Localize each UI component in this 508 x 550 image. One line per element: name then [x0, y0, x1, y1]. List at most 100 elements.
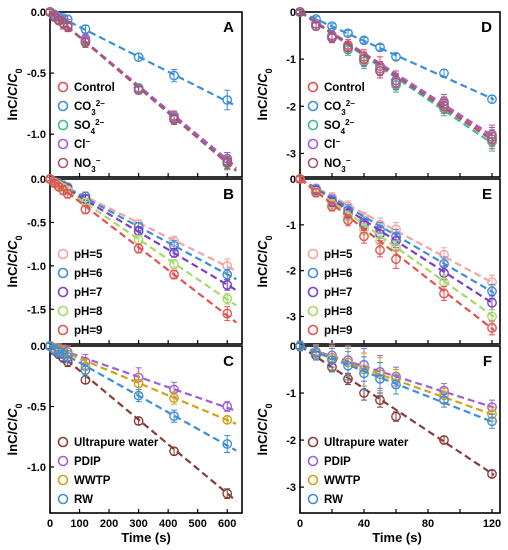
y-tick-label-A-1: -0.5 [27, 68, 46, 80]
data-point-A-1-7 [169, 70, 179, 81]
fit-line-C-0 [49, 345, 237, 502]
x-tick-label-C-4: 400 [159, 518, 177, 530]
legend-label-C-0: Ultrapure water [74, 437, 159, 449]
data-point-F-0-8 [487, 469, 497, 479]
legend-label-B-1: pH=6 [74, 268, 102, 280]
data-point-F-3-3 [343, 360, 353, 371]
data-point-F-3-1 [311, 348, 321, 358]
legend-label-D-0: Control [324, 82, 365, 94]
plot-frame-B [49, 178, 243, 345]
y-tick-label-D-3: -3 [286, 148, 296, 160]
data-point-E-4-6 [391, 254, 401, 265]
data-point-D-4-0 [295, 7, 305, 17]
x-tick-label-C-5: 500 [189, 518, 207, 530]
y-tick-label-A-0: 0.0 [31, 7, 46, 19]
data-point-C-0-7 [169, 446, 179, 457]
legend-label-A-0: Control [74, 82, 115, 94]
data-point-C-2-6 [133, 378, 144, 389]
y-tick-label-F-0: 0 [290, 341, 296, 353]
data-point-D-1-3 [343, 28, 353, 39]
series-F-3 [295, 340, 497, 429]
panel-C: 0.0 -0.5 -1.0 0 100 200 300 400 500 600 lnC/C/C0 C U… [5, 341, 243, 530]
legend-label-A-1: CO32− [74, 99, 105, 117]
data-point-C-3-6 [133, 390, 144, 401]
data-point-B-3-8 [222, 293, 233, 304]
legend-marker-C-2 [57, 474, 69, 486]
legend-label-E-4: pH=9 [324, 325, 352, 337]
legend-marker-F-1 [307, 455, 319, 467]
data-point-A-4-6 [133, 85, 144, 96]
legend-marker-F-2 [307, 474, 319, 486]
panel-label-D: D [481, 19, 492, 36]
data-point-D-4-2 [327, 33, 337, 43]
y-tick-label-C-2: -1.0 [27, 462, 46, 474]
y-axis-label-E: lnC/C/C0 [255, 236, 274, 288]
legend-label-C-2: WWTP [74, 475, 111, 487]
data-point-D-4-7 [439, 101, 449, 112]
legend-marker-A-4 [57, 157, 69, 169]
panel-B: 0.0 -0.5 -1.0 -1.5 lnC/C/C0 BpH=5 pH=6 pH=7 pH=8… [5, 174, 243, 345]
data-point-D-1-4 [359, 35, 369, 46]
fit-line-B-3 [49, 178, 237, 307]
y-tick-label-A-2: -1.0 [27, 129, 46, 141]
data-point-B-2-8 [222, 280, 233, 290]
legend-label-F-1: PDIP [324, 456, 351, 468]
y-tick-label-B-0: 0.0 [31, 174, 46, 186]
fit-line-C-3 [49, 345, 237, 452]
legend-marker-B-4 [57, 324, 69, 336]
data-point-B-4-6 [133, 243, 144, 254]
data-point-B-3-7 [169, 259, 179, 270]
data-point-F-3-2 [327, 355, 337, 366]
y-axis-label-D: lnC/C/C0 [255, 69, 274, 121]
panel-E: 0 -1 -2 -3 lnC/C/C0 EpH=5 pH=6 pH=7 pH=8 pH=9 [255, 174, 501, 345]
legend-label-D-3: Cl− [324, 137, 341, 152]
x-tick-label-F-0: 0 [297, 518, 303, 530]
y-tick-label-E-0: 0 [290, 174, 296, 186]
legend-marker-B-0 [57, 248, 69, 260]
legend-marker-D-1 [307, 100, 319, 112]
legend-label-B-0: pH=5 [74, 249, 103, 261]
x-tick-label-C-2: 200 [100, 518, 118, 530]
legend-marker-C-0 [57, 436, 69, 448]
data-point-A-1-6 [133, 52, 144, 63]
data-point-F-3-5 [375, 374, 385, 384]
series-D-4 [295, 7, 497, 150]
data-point-D-4-1 [311, 21, 321, 32]
plot-frame-A [49, 11, 243, 178]
y-tick-label-B-3: -1.5 [27, 304, 46, 316]
y-tick-label-B-2: -1.0 [27, 261, 46, 273]
data-point-D-4-3 [343, 42, 353, 53]
y-axis-label-C: lnC/C/C0 [5, 404, 24, 456]
legend-marker-A-2 [57, 119, 69, 131]
data-point-E-2-8 [487, 297, 497, 308]
x-tick-label-C-3: 300 [129, 518, 147, 530]
panel-label-B: B [223, 186, 234, 203]
legend-label-E-1: pH=6 [324, 268, 352, 280]
series-E-1 [295, 174, 497, 299]
data-point-F-3-0 [295, 341, 305, 351]
y-tick-label-F-2: -2 [286, 435, 296, 447]
series-B-4 [45, 174, 237, 324]
data-point-D-4-6 [391, 77, 401, 88]
legend-marker-E-1 [307, 267, 319, 279]
data-point-C-3-4 [62, 351, 73, 362]
data-point-F-0-7 [439, 435, 449, 445]
legend-label-D-2: SO42− [324, 118, 355, 136]
data-point-F-0-5 [375, 395, 385, 405]
panel-F: 0 -1 -2 -3 0 40 80 120 lnC/C/C0 F Ultrapure water P… [255, 340, 501, 530]
legend-label-A-2: SO42− [74, 118, 105, 136]
legend-marker-B-3 [57, 305, 69, 317]
legend-marker-E-3 [307, 305, 319, 317]
data-point-C-2-8 [222, 414, 233, 425]
data-point-C-0-8 [222, 488, 233, 499]
data-point-B-4-5 [80, 204, 91, 215]
data-point-A-4-5 [80, 37, 91, 48]
legend-label-F-3: RW [324, 494, 343, 506]
y-tick-label-E-2: -2 [286, 266, 296, 278]
legend-label-F-2: WWTP [324, 475, 361, 487]
data-point-D-1-2 [327, 21, 337, 32]
legend-marker-B-2 [57, 286, 69, 298]
y-tick-label-C-0: 0.0 [31, 341, 46, 353]
data-point-A-1-5 [80, 24, 91, 35]
